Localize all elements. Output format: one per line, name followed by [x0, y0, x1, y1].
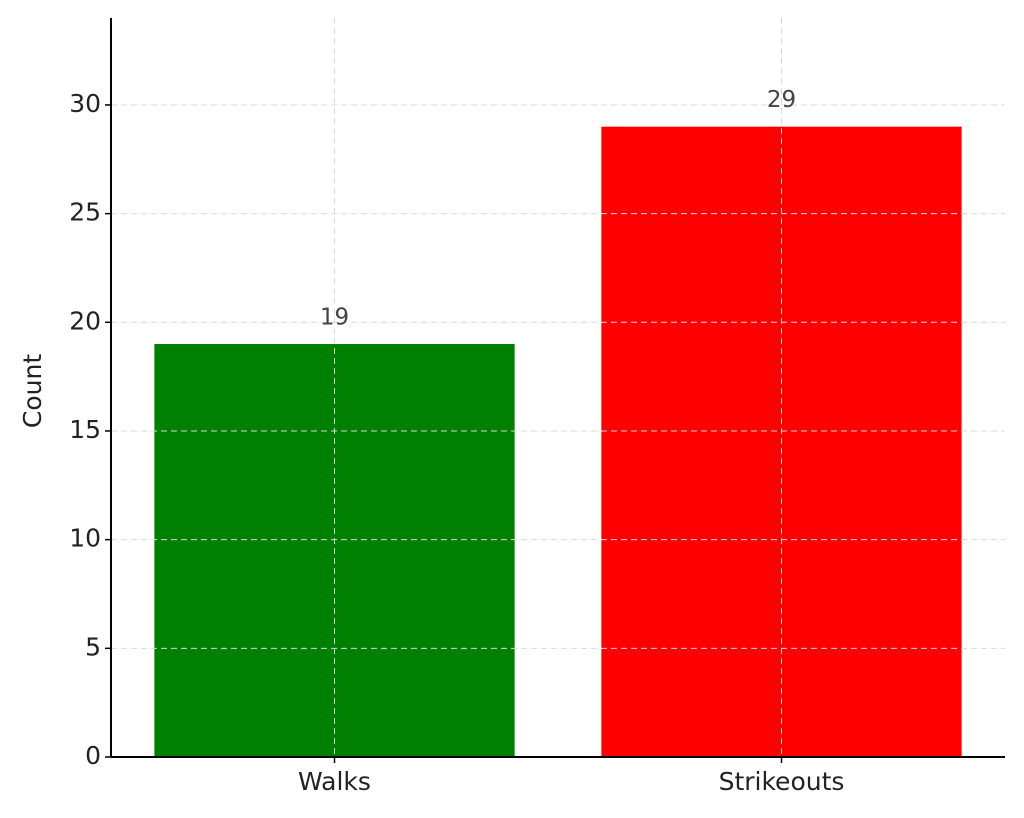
x-tick-label: Walks — [298, 767, 371, 796]
y-tick-label: 0 — [85, 741, 101, 770]
y-tick-label: 25 — [69, 198, 101, 227]
x-tick-label: Strikeouts — [719, 767, 845, 796]
y-tick-label: 5 — [85, 632, 101, 661]
y-tick-label: 15 — [69, 415, 101, 444]
y-axis-label: Count — [18, 354, 47, 428]
y-tick-label: 10 — [69, 524, 101, 553]
value-label: 19 — [320, 305, 349, 331]
y-tick-label: 20 — [69, 306, 101, 335]
y-tick-label: 30 — [69, 89, 101, 118]
value-label: 29 — [767, 87, 796, 113]
